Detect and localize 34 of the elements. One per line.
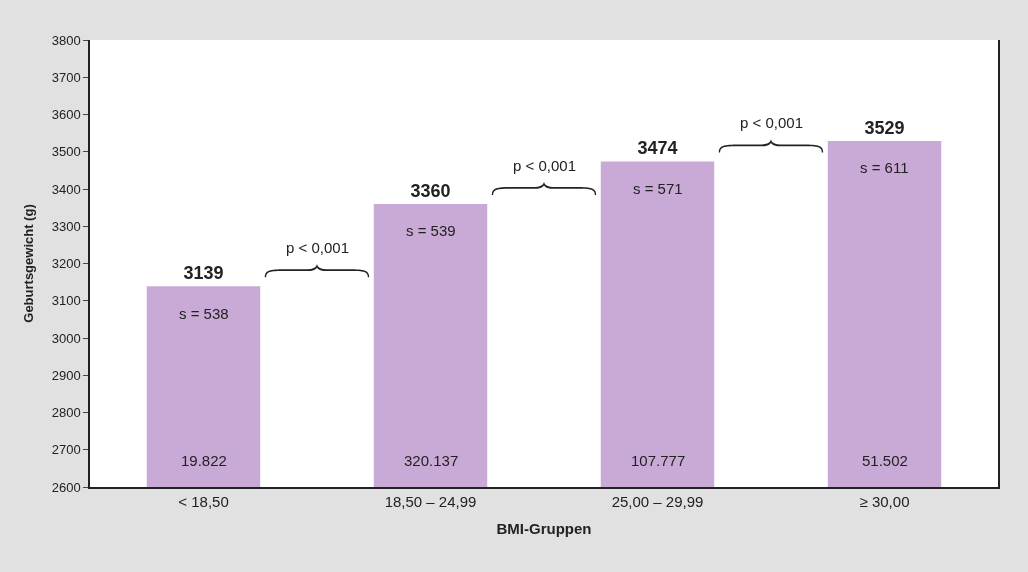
annotation: 51.502 xyxy=(862,452,908,469)
x-tick-label: 25,00 – 29,99 xyxy=(611,492,704,510)
y-tick-label: 3600 xyxy=(51,107,81,123)
data-label: 3529 xyxy=(864,117,905,138)
y-tick-label: 3800 xyxy=(51,32,81,48)
x-tick-label: < 18,50 xyxy=(178,492,229,510)
y-tick-label: 2600 xyxy=(51,479,81,495)
y-tick-label: 3100 xyxy=(51,293,81,309)
y-axis-title: Geburtsgewicht (g) xyxy=(21,204,37,323)
x-tick-label: ≥ 30,00 xyxy=(859,492,910,510)
annotation: s = 571 xyxy=(633,180,683,197)
data-label: 3474 xyxy=(637,138,678,159)
y-tick-label: 3200 xyxy=(51,256,81,272)
annotation: 320.137 xyxy=(404,452,459,469)
y-tick-label: 2700 xyxy=(51,442,81,458)
y-tick-label: 3300 xyxy=(51,218,81,234)
annotation: s = 539 xyxy=(406,222,456,239)
y-tick-label: 3000 xyxy=(51,330,81,346)
x-tick-label: 18,50 – 24,99 xyxy=(384,492,477,510)
y-tick-label: 3400 xyxy=(51,181,81,197)
y-tick-label: 2800 xyxy=(51,405,81,421)
annotation: p < 0,001 xyxy=(740,114,803,131)
annotation: s = 538 xyxy=(179,305,229,322)
y-tick-label: 2900 xyxy=(51,367,81,383)
annotation: p < 0,001 xyxy=(513,157,576,174)
y-tick-label: 3500 xyxy=(51,144,81,160)
x-axis-title: BMI-Gruppen xyxy=(496,520,592,538)
y-tick-label: 3700 xyxy=(51,69,81,85)
annotation: s = 611 xyxy=(860,159,909,176)
data-label: 3139 xyxy=(183,263,224,284)
annotation: p < 0,001 xyxy=(286,239,349,256)
data-label: 3360 xyxy=(410,180,451,201)
annotation: 107.777 xyxy=(631,452,686,469)
annotation: 19.822 xyxy=(181,452,227,469)
